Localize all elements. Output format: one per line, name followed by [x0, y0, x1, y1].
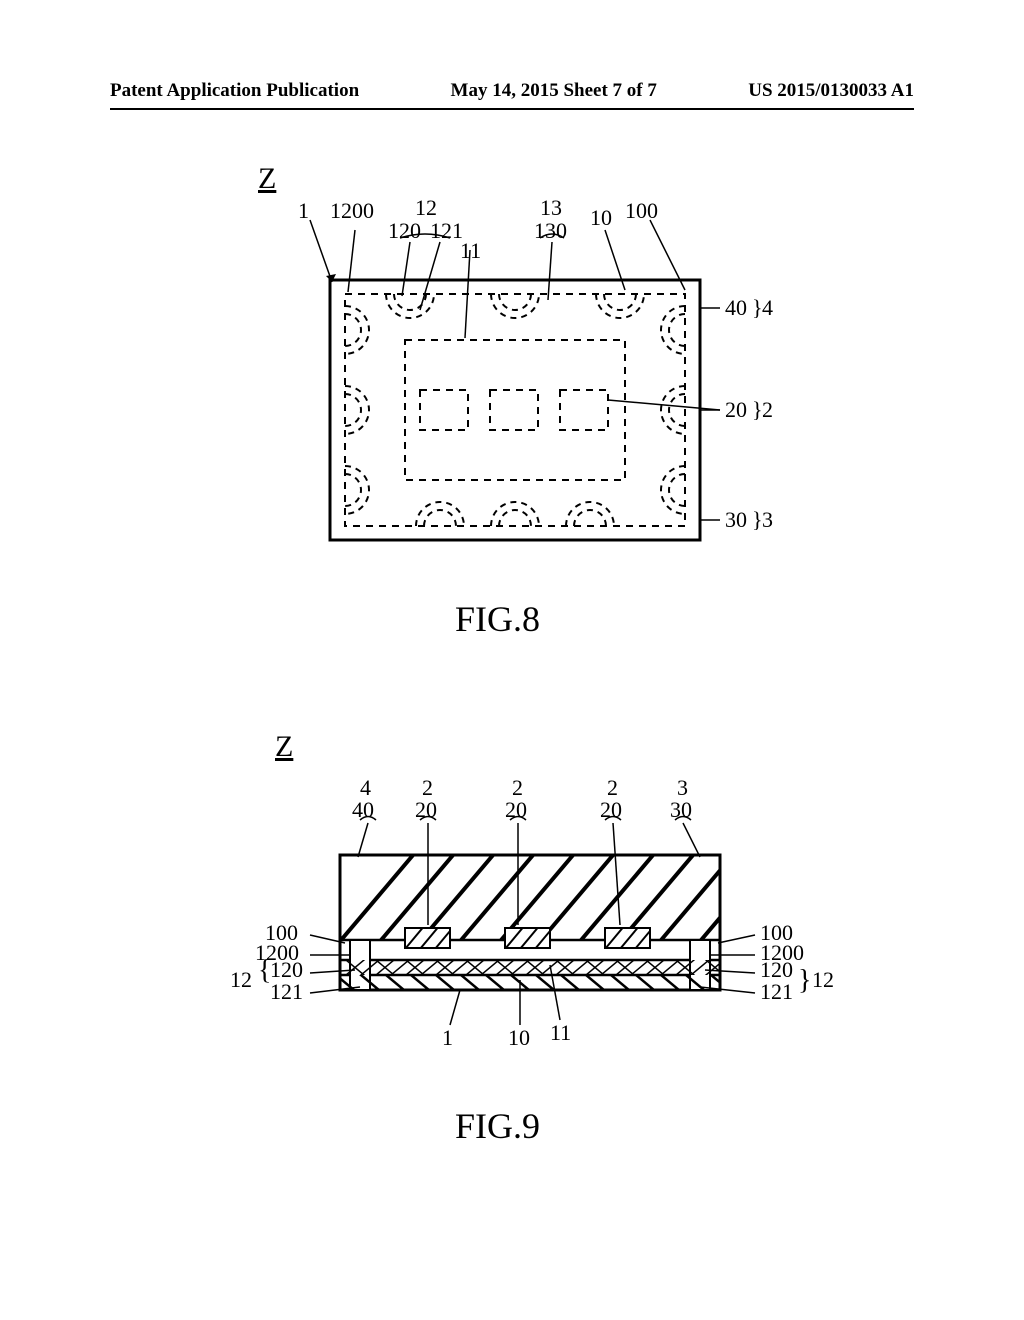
fig8-lbl-40: 40: [725, 295, 747, 320]
header-center: May 14, 2015 Sheet 7 of 7: [451, 80, 657, 102]
fig8-lbl-130: 130: [534, 218, 567, 243]
fig8-lbl-100: 100: [625, 200, 658, 223]
fig8-lbl-20: 20: [725, 397, 747, 422]
header-rule: [110, 108, 914, 110]
fig9-lbl-40: 40: [352, 797, 374, 822]
fig9-r-12: 12: [812, 967, 834, 992]
fig9-b-11: 11: [550, 1020, 571, 1045]
fig8-lbl-4: 4: [762, 295, 773, 320]
fig9-r-121: 121: [760, 979, 793, 1004]
svg-text:}: }: [752, 507, 763, 532]
fig9-lbl-20c: 20: [600, 797, 622, 822]
fig9-caption: FIG.9: [455, 1105, 540, 1147]
fig8-lbl-1200: 1200: [330, 200, 374, 223]
header-right: US 2015/0130033 A1: [748, 80, 914, 102]
fig8-diagram: 1 1200 12 120 121 11 13 130 10 100 40 } …: [290, 200, 790, 570]
svg-text:}: }: [798, 965, 811, 996]
fig8-z-label: Z: [258, 162, 276, 196]
fig9-l-12: 12: [230, 967, 252, 992]
fig9-z-label: Z: [275, 730, 293, 764]
fig8-caption: FIG.8: [455, 598, 540, 640]
page-header: Patent Application Publication May 14, 2…: [0, 80, 1024, 102]
fig8-lbl-13: 13: [540, 200, 562, 220]
fig9-lbl-20b: 20: [505, 797, 527, 822]
fig8-lbl-30: 30: [725, 507, 747, 532]
fig8-lbl-10: 10: [590, 205, 612, 230]
fig8-lbl-120: 120: [388, 218, 421, 243]
svg-text:}: }: [752, 397, 763, 422]
svg-text:}: }: [752, 295, 763, 320]
fig8-lbl-2: 2: [762, 397, 773, 422]
fig9-lbl-20a: 20: [415, 797, 437, 822]
fig9-b-10: 10: [508, 1025, 530, 1050]
fig9-b-1: 1: [442, 1025, 453, 1050]
fig9-l-121: 121: [270, 979, 303, 1004]
header-left: Patent Application Publication: [110, 80, 359, 102]
fig8-lbl-12: 12: [415, 200, 437, 220]
fig9-lbl-30: 30: [670, 797, 692, 822]
fig8-lbl-1: 1: [298, 200, 309, 223]
fig8-lbl-121: 121: [430, 218, 463, 243]
fig8-lbl-11: 11: [460, 238, 481, 263]
fig8-lbl-3: 3: [762, 507, 773, 532]
fig9-diagram: 4 40 2 20 2 20 2 20 3 30 100 1200 12 { 1…: [210, 765, 850, 1085]
